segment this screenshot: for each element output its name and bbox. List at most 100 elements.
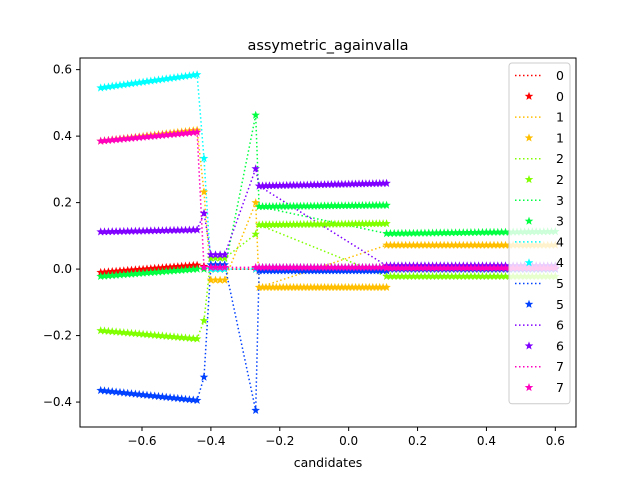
series-5-marker [142, 390, 152, 399]
series-2-marker [354, 219, 364, 228]
series-0-marker [154, 263, 163, 272]
series-7-marker [358, 262, 367, 272]
legend-star-swatch [524, 91, 534, 100]
series-2-marker [470, 271, 480, 280]
series-5-marker [162, 392, 171, 401]
series-7-marker [313, 262, 322, 272]
series-6-marker [111, 227, 121, 236]
series-7-marker [413, 263, 422, 272]
series-6-marker [303, 180, 312, 189]
series-1-marker [265, 282, 274, 291]
series-1-marker [420, 240, 430, 249]
series-7-marker [337, 262, 347, 272]
series-3-marker [455, 228, 464, 237]
series-6-marker [289, 180, 298, 189]
series-6-marker [278, 181, 288, 190]
series-4-marker [111, 81, 121, 90]
series-7-marker [344, 262, 353, 272]
series-1-marker [371, 282, 381, 291]
series-2-marker [150, 330, 159, 339]
series-5-marker [131, 389, 140, 398]
series-7-marker [285, 262, 295, 272]
series-1-marker [292, 282, 302, 291]
series-5-marker [365, 266, 374, 275]
series-2-marker [123, 328, 132, 337]
series-6-marker [299, 180, 309, 189]
series-3-marker [154, 267, 163, 276]
series-6-marker [108, 227, 117, 236]
series-7-marker [154, 131, 163, 140]
series-7-marker [272, 262, 281, 272]
series-6-marker [323, 180, 333, 189]
series-4-marker [154, 75, 163, 84]
series-7-marker [165, 130, 175, 139]
series-2-marker [432, 271, 441, 280]
series-1-marker [296, 282, 305, 291]
series-1-marker [485, 240, 495, 249]
series-1-marker [320, 282, 329, 291]
series-7-marker [123, 134, 132, 143]
series-1-marker [378, 282, 388, 291]
series-5-marker [104, 386, 113, 395]
series-5-marker [169, 393, 179, 402]
series-1-marker [330, 282, 340, 291]
series-6-marker [354, 179, 364, 188]
series-1-marker [354, 282, 364, 291]
series-7-marker [189, 128, 198, 137]
series-2-marker [100, 326, 109, 335]
series-2-marker [351, 219, 360, 228]
series-3-marker [320, 201, 329, 210]
x-tick-label: −0.6 [127, 434, 156, 448]
series-7-marker [361, 262, 371, 272]
series-1-marker [316, 282, 326, 291]
series-5-marker [173, 393, 183, 403]
series-2-marker [285, 220, 295, 229]
series-2-marker [292, 220, 302, 229]
series-7-marker [173, 129, 183, 138]
series-7-marker [177, 129, 186, 138]
series-5-marker [275, 266, 285, 275]
series-6-marker [127, 226, 136, 235]
legend-star-swatch [524, 216, 534, 225]
series-1-marker [289, 282, 298, 291]
series-2-marker [358, 219, 367, 228]
series-4-marker [177, 72, 186, 81]
series-2-marker [254, 220, 264, 229]
series-0-marker [181, 261, 190, 270]
series-3-marker [261, 202, 271, 211]
series-4-marker [100, 82, 109, 91]
series-3-marker [368, 200, 378, 210]
series-7-marker [428, 263, 437, 272]
series-1-marker [337, 282, 347, 291]
series-7-marker [96, 136, 105, 145]
series-3-marker [451, 228, 460, 237]
series-1-marker [389, 240, 399, 249]
legend-label: 0 [556, 89, 564, 104]
x-tick-label: 0.6 [546, 434, 565, 448]
series-7-marker [416, 263, 426, 272]
series-5-marker [265, 266, 274, 275]
series-2-marker [447, 271, 456, 280]
series-2-marker [165, 332, 175, 341]
series-1-marker [268, 282, 278, 291]
series-3-marker [397, 228, 407, 237]
series-2-marker [215, 253, 225, 262]
series-1-marker [455, 240, 464, 249]
series-3-marker [254, 202, 264, 211]
series-2-marker [327, 219, 336, 228]
series-1-marker [258, 282, 267, 291]
series-1-marker [482, 240, 491, 249]
series-2-marker [146, 330, 156, 339]
series-6-marker [162, 226, 171, 235]
series-2-marker [382, 271, 391, 280]
series-7-marker [299, 262, 309, 272]
series-6-marker [131, 226, 140, 235]
series-7-marker [478, 263, 487, 272]
series-7-marker [482, 263, 491, 272]
series-0-marker [142, 264, 152, 273]
series-3-marker [292, 201, 302, 210]
series-7-marker [127, 133, 136, 142]
series-2-marker [401, 271, 410, 280]
legend-label: 4 [556, 255, 564, 270]
legend-star-swatch [524, 383, 534, 392]
